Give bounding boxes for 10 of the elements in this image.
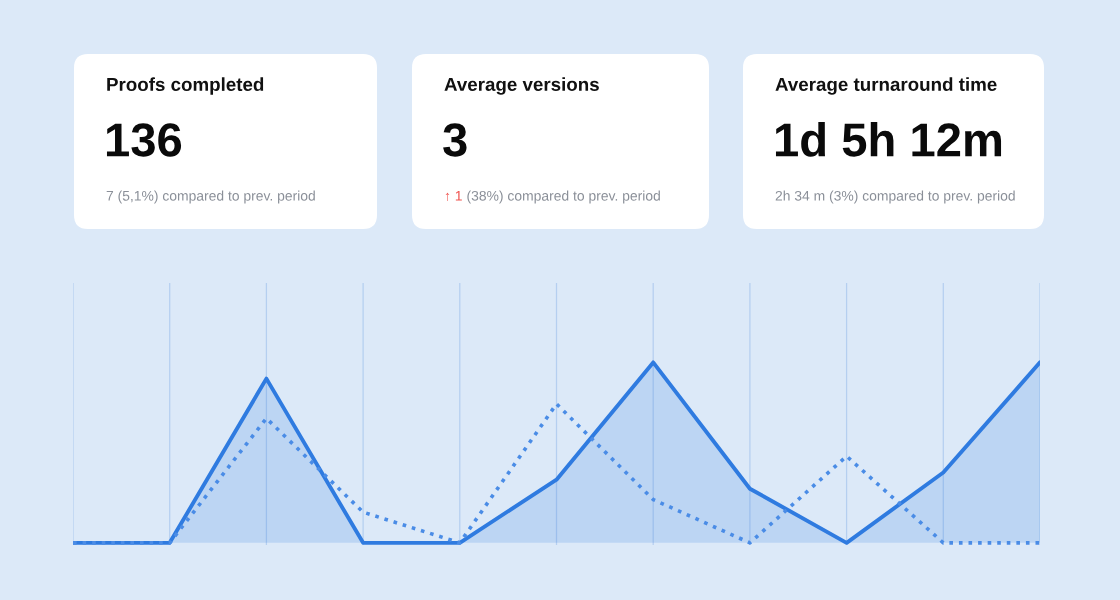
text: 3 — [443, 123, 467, 157]
text: 1d 5h 12m — [775, 121, 1002, 157]
text: Average turnaround time — [775, 77, 997, 95]
text: ↑ 1 — [445, 191, 462, 202]
text: Average versions — [444, 77, 599, 95]
text: Proofs completed — [107, 77, 264, 95]
text: 136 — [106, 123, 182, 157]
text: 7 (5,1%) compared to prev. period — [106, 190, 315, 204]
text: (38%) compared to prev. period — [467, 190, 660, 204]
text: 2h 34 m (3%) compared to prev. period — [775, 190, 1015, 204]
